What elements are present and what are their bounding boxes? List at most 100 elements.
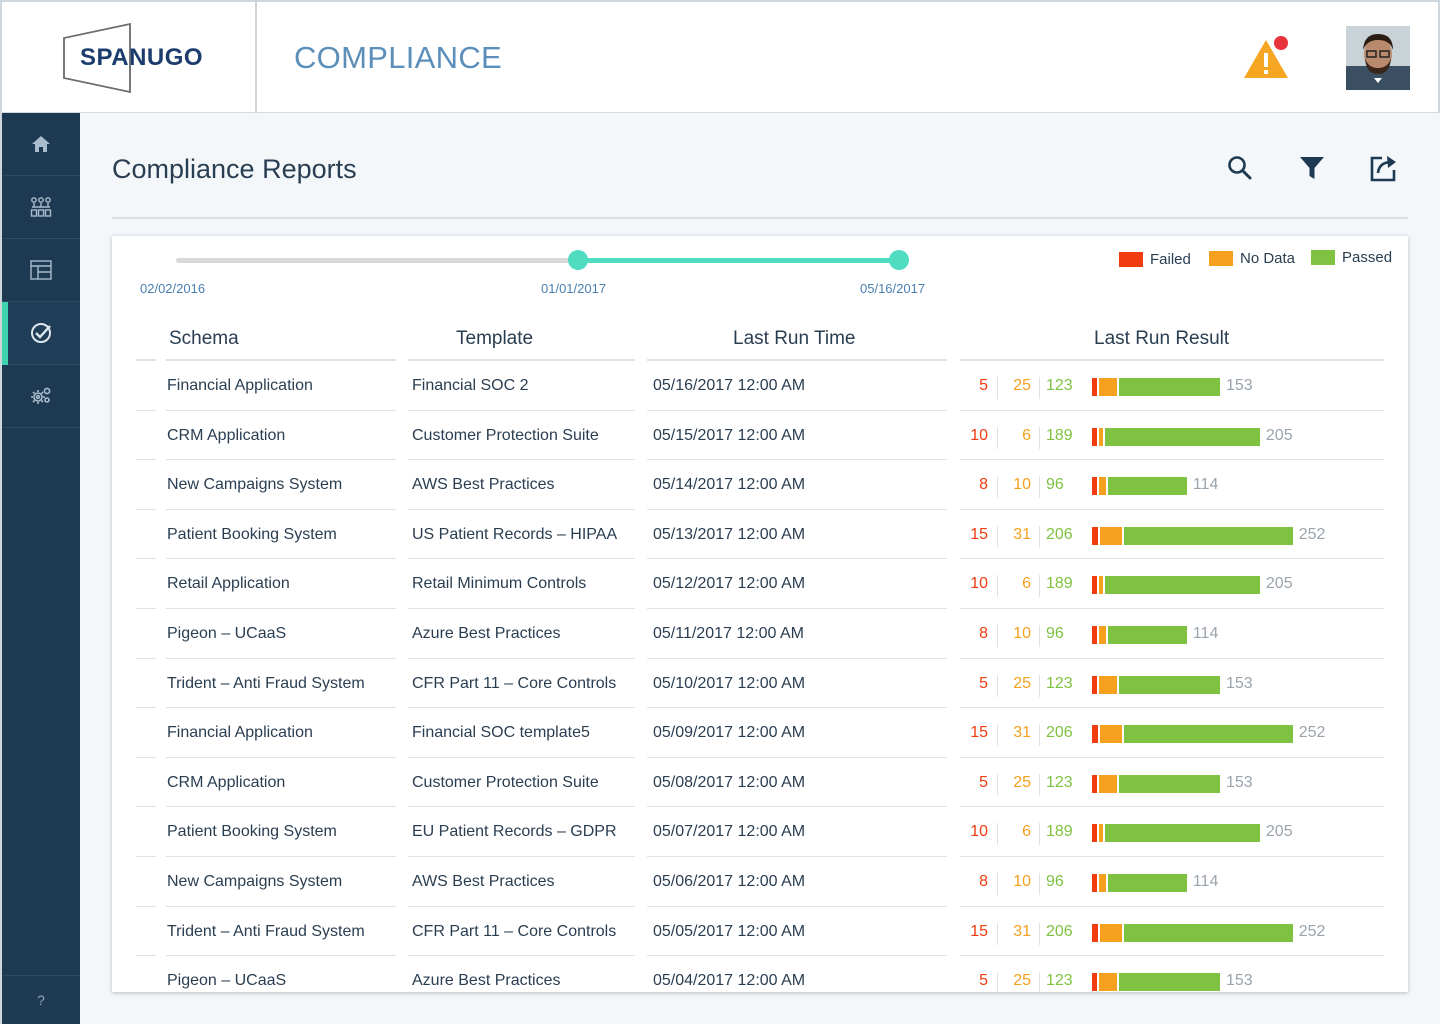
template-cell[interactable]: US Patient Records – HIPAA [412,525,618,543]
column-header-last-run-result[interactable]: Last Run Result [1094,328,1230,349]
row-divider [166,508,396,510]
column-header-schema[interactable]: Schema [169,328,239,349]
no-data-count: 31 [1013,525,1031,543]
row-divider [166,459,396,461]
reports-card: 02/02/2016 01/01/2017 05/16/2017 Failed … [112,236,1408,992]
schema-cell[interactable]: CRM Application [167,426,286,444]
help-button[interactable]: ? [2,975,80,1024]
user-avatar[interactable] [1346,26,1410,90]
slider-from-date: 01/01/2017 [541,281,607,296]
template-cell[interactable]: CFR Part 11 – Core Controls [412,922,617,940]
row-divider [166,856,396,857]
row-divider [960,856,1384,857]
total-count: 205 [1265,575,1293,593]
template-cell[interactable]: Financial SOC template5 [412,724,590,742]
schema-cell[interactable]: Pigeon – UCaaS [167,625,287,642]
row-divider [408,955,635,957]
sidebar-item-compliance[interactable] [2,302,80,365]
template-cell[interactable]: AWS Best Practices [412,873,555,890]
date-slider-start-handle[interactable] [568,250,588,270]
org-chart-icon [30,197,52,217]
alert-button[interactable] [1242,34,1292,80]
schema-cell[interactable]: Financial Application [167,724,313,742]
date-slider-end-handle[interactable] [889,250,909,270]
template-cell[interactable]: Customer Protection Suite [412,773,599,791]
schema-cell[interactable]: Patient Booking System [167,525,337,543]
passed-count: 123 [1046,377,1073,394]
search-button[interactable] [1222,150,1258,186]
sidebar-item-settings[interactable] [2,365,80,428]
header-divider [136,359,156,361]
schema-cell[interactable]: Patient Booking System [167,823,337,841]
no-data-bar [1099,675,1118,694]
row-divider [136,508,156,510]
row-divider [408,806,635,808]
template-cell[interactable]: Customer Protection Suite [412,426,599,444]
sidebar: ? [0,113,80,1024]
passed-count: 206 [1046,724,1073,742]
header-divider [647,359,947,361]
count-separator [997,724,998,747]
template-cell[interactable]: Azure Best Practices [412,625,561,642]
schema-cell[interactable]: Trident – Anti Fraud System [167,922,365,940]
no-data-bar [1099,626,1107,644]
total-count: 205 [1265,823,1293,841]
row-divider [136,459,156,461]
schema-cell[interactable]: Pigeon – UCaaS [167,972,287,990]
schema-cell[interactable]: Financial Application [167,377,313,394]
failed-count: 15 [970,525,988,543]
count-separator [997,625,998,647]
row-divider [136,806,156,808]
total-count: 114 [1192,476,1219,494]
template-cell[interactable]: EU Patient Records – GDPR [412,823,617,841]
filter-button[interactable] [1294,150,1330,186]
logo-area[interactable]: SPANUGO [2,2,257,113]
no-data-bar [1099,874,1107,892]
passed-bar [1108,477,1187,496]
row-divider [166,955,396,957]
row-divider [408,608,635,609]
row-divider [960,459,1384,461]
schema-cell[interactable]: Retail Application [167,575,290,593]
failed-count: 10 [970,426,988,444]
column-header-last-run-time[interactable]: Last Run Time [733,328,856,349]
no-data-count: 6 [1022,823,1031,841]
failed-bar [1092,874,1097,892]
no-data-bar [1099,973,1118,992]
date-slider-track[interactable] [176,258,581,263]
last-run-time-cell: 05/14/2017 12:00 AM [653,476,806,494]
no-data-count: 25 [1013,972,1031,990]
template-cell[interactable]: Retail Minimum Controls [412,575,587,593]
schema-cell[interactable]: Trident – Anti Fraud System [167,674,365,692]
sidebar-item-home[interactable] [2,113,80,176]
passed-bar [1105,427,1260,446]
sidebar-item-organization[interactable] [2,176,80,239]
column-header-template[interactable]: Template [456,328,534,349]
schema-cell[interactable]: CRM Application [167,773,286,791]
total-count: 252 [1298,724,1326,742]
row-divider [960,409,1384,411]
last-run-time-cell: 05/05/2017 12:00 AM [653,922,806,940]
sidebar-item-layout[interactable] [2,239,80,302]
check-circle-icon [31,323,51,343]
passed-bar [1124,725,1293,744]
count-separator [1039,377,1040,399]
schema-cell[interactable]: New Campaigns System [167,476,343,494]
home-icon [32,136,50,152]
no-data-bar [1099,774,1118,793]
row-divider [960,608,1384,609]
failed-count: 8 [979,873,988,890]
template-cell[interactable]: Azure Best Practices [412,972,561,990]
template-cell[interactable]: Financial SOC 2 [412,377,529,394]
schema-cell[interactable]: New Campaigns System [167,873,343,890]
header-divider [408,359,635,361]
no-data-bar [1099,526,1123,545]
no-data-count: 31 [1013,922,1031,940]
failed-count: 5 [979,377,988,394]
warning-icon [1244,36,1288,78]
template-cell[interactable]: AWS Best Practices [412,476,555,494]
template-cell[interactable]: CFR Part 11 – Core Controls [412,674,617,692]
passed-count: 123 [1046,674,1073,692]
export-button[interactable] [1366,150,1402,186]
logo-text: SPANUGO [80,44,204,71]
